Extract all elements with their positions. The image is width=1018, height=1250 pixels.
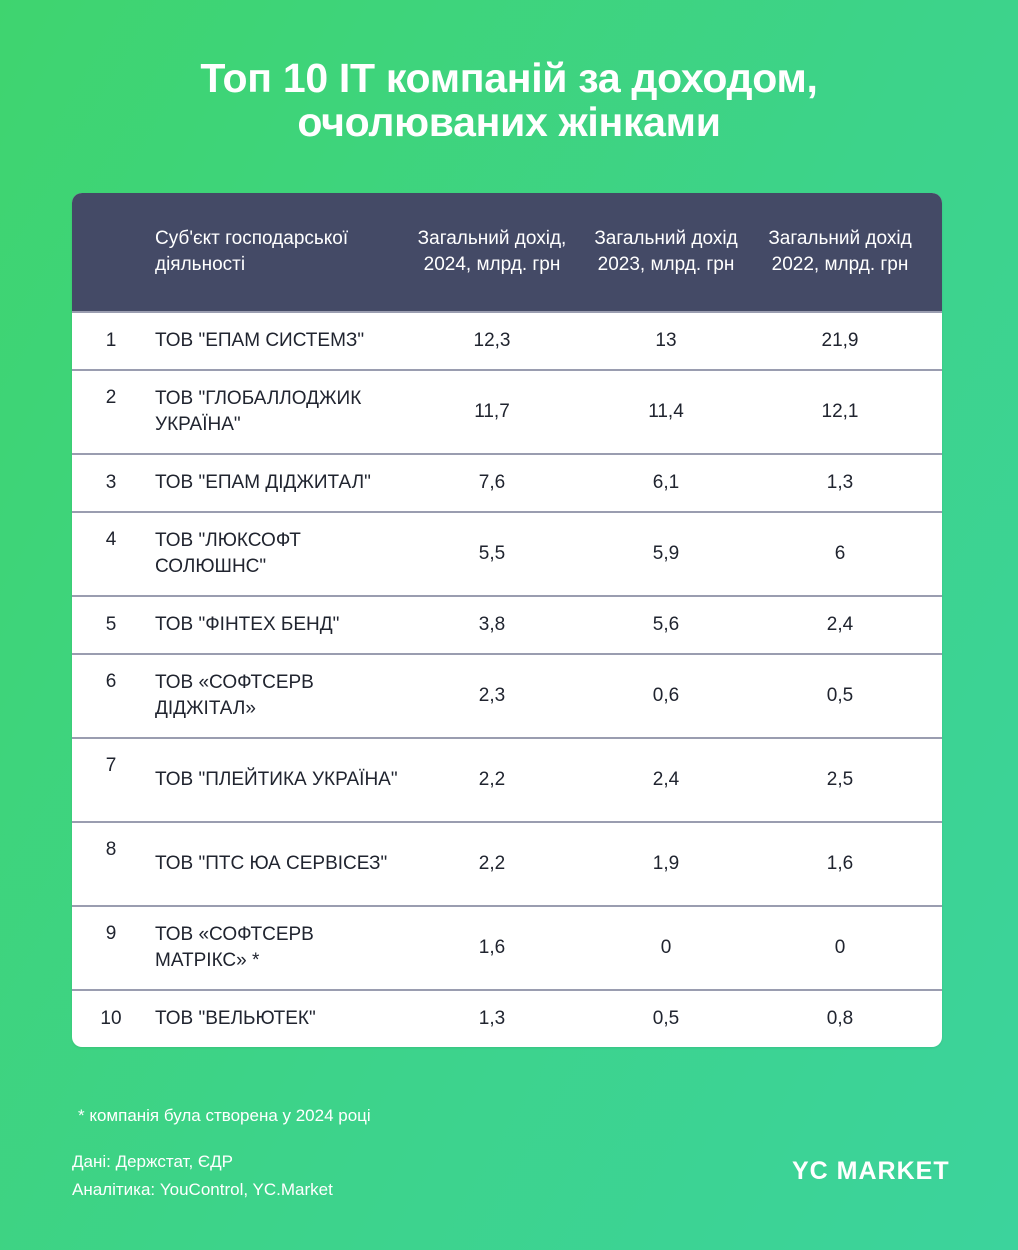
- yc-market-logo: YC MARKET: [792, 1157, 950, 1185]
- cell-rank: 8: [105, 839, 117, 860]
- cell-2022: 0: [834, 937, 846, 958]
- header-2022: Загальний дохід 2022, млрд. грн: [768, 228, 912, 275]
- revenue-table: Суб'єкт господарської діяльності Загальн…: [72, 193, 942, 1047]
- cell-company: ТОВ «СОФТСЕРВ ДІДЖІТАЛ»: [155, 672, 314, 719]
- table-row: 7 ТОВ "ПЛЕЙТИКА УКРАЇНА" 2,2 2,4 2,5: [72, 737, 942, 821]
- cell-2024: 1,3: [478, 1008, 506, 1029]
- cell-company: ТОВ "ПТС ЮА СЕРВІСЕЗ": [155, 853, 388, 874]
- cell-2023: 5,9: [652, 543, 680, 564]
- source-data: Дані: Держстат, ЄДР: [72, 1152, 233, 1171]
- table-row: 5 ТОВ "ФІНТЕХ БЕНД" 3,8 5,6 2,4: [72, 595, 942, 653]
- cell-2024: 12,3: [473, 330, 511, 351]
- cell-2023: 1,9: [652, 853, 680, 874]
- cell-2023: 0,6: [652, 685, 680, 706]
- cell-2023: 13: [655, 330, 677, 351]
- table-row: 10 ТОВ "ВЕЛЬЮТЕК" 1,3 0,5 0,8: [72, 989, 942, 1047]
- cell-2022: 0,8: [826, 1008, 854, 1029]
- title-line-1: Топ 10 IT компаній за доходом,: [200, 55, 818, 101]
- table-row: 3 ТОВ "ЕПАМ ДІДЖИТАЛ" 7,6 6,1 1,3: [72, 453, 942, 511]
- cell-2024: 2,2: [478, 853, 506, 874]
- table-row: 8 ТОВ "ПТС ЮА СЕРВІСЕЗ" 2,2 1,9 1,6: [72, 821, 942, 905]
- cell-company: ТОВ "ЕПАМ СИСТЕМЗ": [155, 330, 365, 351]
- page-title: Топ 10 IT компаній за доходом, очолювани…: [0, 56, 1018, 144]
- cell-2022: 1,6: [826, 853, 854, 874]
- cell-rank: 1: [105, 330, 117, 351]
- source-analytics: Аналітика: YouControl, YC.Market: [72, 1180, 333, 1199]
- cell-2024: 7,6: [478, 472, 506, 493]
- cell-2024: 5,5: [478, 543, 506, 564]
- table-header: Суб'єкт господарської діяльності Загальн…: [72, 193, 942, 311]
- cell-2022: 1,3: [826, 472, 854, 493]
- cell-2024: 1,6: [478, 937, 506, 958]
- cell-company: ТОВ "ВЕЛЬЮТЕК": [155, 1008, 316, 1029]
- header-2024: Загальний дохід, 2024, млрд. грн: [417, 228, 567, 275]
- cell-2022: 2,5: [826, 769, 854, 790]
- cell-2024: 3,8: [478, 614, 506, 635]
- table-row: 2 ТОВ "ГЛОБАЛЛОДЖИК УКРАЇНА" 11,7 11,4 12,1: [72, 369, 942, 453]
- title-line-2: очолюваних жінками: [297, 99, 721, 145]
- cell-2023: 5,6: [652, 614, 680, 635]
- cell-company: ТОВ "ФІНТЕХ БЕНД": [155, 614, 340, 635]
- cell-2023: 0,5: [652, 1008, 680, 1029]
- cell-2023: 0: [660, 937, 672, 958]
- cell-company: ТОВ "ПЛЕЙТИКА УКРАЇНА": [155, 769, 398, 790]
- table-body: 1 ТОВ "ЕПАМ СИСТЕМЗ" 12,3 13 21,9 2 ТОВ "ГЛОБА…: [72, 311, 942, 1047]
- cell-2023: 2,4: [652, 769, 680, 790]
- cell-company: ТОВ "ЕПАМ ДІДЖИТАЛ": [155, 472, 371, 493]
- cell-2022: 12,1: [821, 401, 859, 422]
- cell-rank: 10: [100, 1008, 122, 1029]
- header-2023: Загальний дохід 2023, млрд. грн: [594, 228, 738, 275]
- cell-rank: 2: [105, 387, 117, 408]
- table-row: 9 ТОВ «СОФТСЕРВ МАТРІКС» * 1,6 0 0: [72, 905, 942, 989]
- cell-2024: 2,3: [478, 685, 506, 706]
- cell-rank: 6: [105, 671, 117, 692]
- cell-company: ТОВ "ЛЮКСОФТ СОЛЮШНС": [155, 530, 301, 577]
- table-row: 1 ТОВ "ЕПАМ СИСТЕМЗ" 12,3 13 21,9: [72, 311, 942, 369]
- cell-company: ТОВ "ГЛОБАЛЛОДЖИК УКРАЇНА": [155, 388, 362, 435]
- cell-2023: 11,4: [648, 401, 684, 422]
- cell-2022: 21,9: [821, 330, 859, 351]
- cell-rank: 9: [105, 923, 117, 944]
- cell-2024: 11,7: [474, 401, 510, 422]
- table-row: 6 ТОВ «СОФТСЕРВ ДІДЖІТАЛ» 2,3 0,6 0,5: [72, 653, 942, 737]
- sources: Дані: Держстат, ЄДР Аналітика: YouContro…: [72, 1148, 333, 1204]
- cell-2022: 0,5: [826, 685, 854, 706]
- cell-rank: 5: [105, 614, 117, 635]
- cell-2023: 6,1: [652, 472, 680, 493]
- table-row: 4 ТОВ "ЛЮКСОФТ СОЛЮШНС" 5,5 5,9 6: [72, 511, 942, 595]
- footnote: * компанія була створена у 2024 році: [78, 1106, 371, 1125]
- cell-rank: 7: [105, 755, 117, 776]
- cell-2022: 2,4: [826, 614, 854, 635]
- cell-2024: 2,2: [478, 769, 506, 790]
- cell-company: ТОВ «СОФТСЕРВ МАТРІКС» *: [155, 924, 314, 971]
- header-company: Суб'єкт господарської діяльності: [155, 228, 349, 275]
- cell-2022: 6: [834, 543, 846, 564]
- cell-rank: 3: [105, 472, 117, 493]
- cell-rank: 4: [105, 529, 117, 550]
